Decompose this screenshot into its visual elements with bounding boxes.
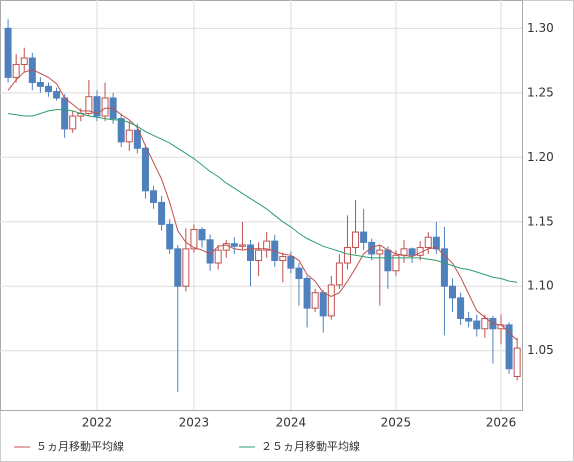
candle-body bbox=[311, 292, 319, 309]
candle-body bbox=[182, 248, 190, 287]
candle-body bbox=[174, 248, 182, 287]
candle-body bbox=[287, 256, 295, 269]
candle-body bbox=[69, 115, 77, 130]
candle-body bbox=[432, 236, 440, 250]
candle-body bbox=[141, 147, 149, 192]
candle-body bbox=[368, 241, 376, 255]
y-tick-label: 1.25 bbox=[527, 85, 554, 99]
candle-body bbox=[117, 118, 125, 143]
y-tick-label: 1.30 bbox=[527, 21, 554, 35]
candle-body bbox=[303, 277, 311, 309]
candle-body bbox=[158, 201, 166, 225]
candle-body bbox=[12, 63, 20, 78]
candle-body bbox=[214, 249, 222, 264]
candle-body bbox=[449, 285, 457, 299]
candle-body bbox=[400, 248, 408, 256]
candle-body bbox=[246, 244, 254, 261]
y-tick-label: 1.05 bbox=[527, 343, 554, 357]
candle-body bbox=[36, 82, 44, 87]
legend-label: ５ヵ月移動平均線 bbox=[36, 439, 124, 453]
candle-body bbox=[457, 297, 465, 319]
candle-body bbox=[4, 27, 12, 78]
candle-body bbox=[392, 254, 400, 272]
x-tick-label: 2024 bbox=[276, 416, 307, 430]
candle-body bbox=[190, 228, 198, 250]
candle-body bbox=[125, 129, 133, 143]
x-tick-label: 2025 bbox=[381, 416, 412, 430]
candle-body bbox=[279, 256, 287, 261]
candle-body bbox=[384, 249, 392, 272]
candle-body bbox=[327, 284, 335, 317]
ma-line bbox=[8, 109, 518, 283]
candle-body bbox=[166, 223, 174, 250]
candle-body bbox=[133, 129, 141, 149]
candle-body bbox=[376, 249, 384, 255]
x-tick-label: 2023 bbox=[179, 416, 210, 430]
legend-label: ２５ヵ月移動平均線 bbox=[261, 439, 360, 453]
ma-line bbox=[7, 69, 518, 341]
candle-body bbox=[295, 267, 303, 279]
y-tick-label: 1.10 bbox=[527, 279, 554, 293]
candle-body bbox=[238, 244, 246, 247]
candle-body bbox=[150, 190, 158, 203]
candle-body bbox=[408, 248, 416, 256]
x-tick-label: 2022 bbox=[82, 416, 113, 430]
candle-body bbox=[360, 231, 368, 243]
candle-body bbox=[93, 96, 101, 117]
candle-body bbox=[343, 247, 351, 264]
candle-body bbox=[198, 228, 206, 241]
candle-body bbox=[352, 231, 360, 249]
candle-body bbox=[424, 236, 432, 249]
candle-body bbox=[263, 240, 271, 251]
candle-body bbox=[440, 248, 448, 287]
candle-body bbox=[85, 96, 93, 114]
candle-body bbox=[61, 97, 69, 130]
candle-body bbox=[505, 324, 513, 370]
y-tick-label: 1.15 bbox=[527, 214, 554, 228]
x-tick-label: 2026 bbox=[486, 416, 517, 430]
candle-body bbox=[335, 262, 343, 286]
candle-body bbox=[255, 249, 263, 261]
candle-body bbox=[319, 292, 327, 317]
candle-body bbox=[20, 57, 28, 65]
candle-body bbox=[465, 317, 473, 322]
y-tick-label: 1.20 bbox=[527, 150, 554, 164]
candle-body bbox=[53, 91, 61, 99]
candle-body bbox=[473, 320, 481, 330]
candle-body bbox=[230, 243, 238, 247]
candle-body bbox=[481, 317, 489, 330]
candle-body bbox=[101, 97, 109, 117]
candle-body bbox=[513, 347, 521, 377]
candle-body bbox=[44, 85, 52, 93]
